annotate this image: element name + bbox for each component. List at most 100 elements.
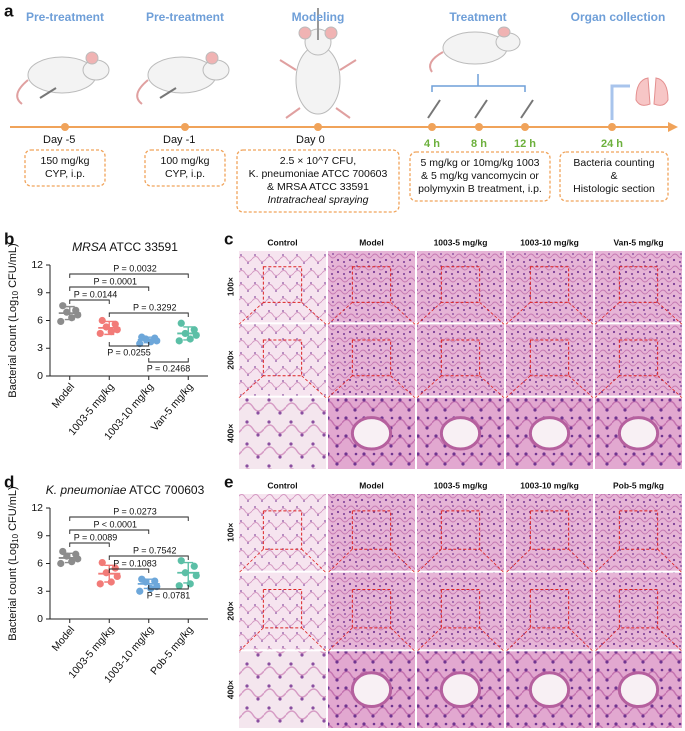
comparison-bracket (69, 286, 150, 291)
airway (617, 671, 660, 709)
timepoint (608, 123, 616, 131)
title-rest: ATCC 700603 (126, 483, 204, 497)
sd-bar (64, 552, 75, 564)
p-value: P = 0.2468 (147, 363, 191, 373)
step-text: 100 mg/kg (160, 155, 209, 167)
data-point (96, 329, 104, 338)
step-text: 150 mg/kg (40, 155, 89, 167)
micrograph (417, 251, 504, 323)
step-text: CYP, i.p. (165, 168, 205, 180)
micrograph (239, 324, 326, 396)
zoom-box (351, 510, 392, 550)
zoom-box (618, 266, 659, 303)
y-tick-label: 0 (37, 613, 43, 625)
comparison-bracket (108, 555, 189, 560)
micrograph (239, 397, 326, 469)
timepoint-label: Day -1 (163, 134, 195, 146)
comparison-bracket (69, 542, 110, 547)
p-value: P = 0.1083 (113, 558, 157, 568)
column-header: Van-5 mg/kg (613, 237, 663, 247)
data-point (59, 302, 67, 310)
column-header: 1003-5 mg/kg (434, 480, 488, 490)
y-axis-label: Bacterial count (Log10 CFU/mL) (7, 243, 20, 397)
row-label: 200× (225, 350, 235, 369)
stage-label: Treatment (449, 10, 506, 24)
timeline-arrow (668, 122, 678, 132)
data-point (98, 558, 106, 567)
y-label-sub: 10 (11, 533, 20, 542)
micrograph (417, 572, 504, 650)
y-label-main: Bacterial count (Log (7, 300, 19, 398)
zoom-box (440, 266, 481, 303)
p-value: P = 0.0781 (147, 590, 191, 600)
data-point (177, 319, 185, 327)
step-text: & (610, 170, 617, 182)
comparison-bracket (108, 342, 150, 347)
timepoint (61, 123, 69, 131)
zoom-box (618, 589, 659, 629)
zoom-box (618, 510, 659, 550)
y-label-tail: CFU/mL) (7, 486, 19, 534)
comparison-bracket (69, 299, 110, 304)
panel-label: e (224, 472, 233, 491)
micrograph (595, 251, 682, 323)
p-value: P = 0.0273 (113, 506, 157, 516)
timepoint (428, 123, 436, 131)
step-text: Intratracheal spraying (268, 194, 369, 206)
data-point (57, 317, 65, 326)
step-text: & 5 mg/kg vancomycin or (421, 170, 539, 182)
title-italic: MRSA (72, 240, 107, 254)
data-point (153, 337, 161, 345)
zoom-guide (505, 627, 594, 652)
comparison-bracket (69, 516, 189, 521)
data-point (57, 559, 65, 568)
airway (350, 416, 393, 451)
zoom-box (440, 339, 481, 377)
micrograph (506, 251, 593, 323)
data-point (98, 316, 106, 325)
y-tick-label: 0 (37, 370, 43, 382)
column-header: Pob-5 mg/kg (613, 480, 664, 490)
panel-label: a (4, 1, 14, 20)
timepoint (181, 123, 189, 131)
zoom-guide (594, 375, 683, 398)
step-text: 5 mg/kg or 10mg/kg 1003 (420, 157, 539, 169)
y-tick-label: 3 (37, 342, 43, 354)
p-value: P = 0.0001 (93, 276, 137, 286)
airway (617, 416, 660, 451)
comparison-bracket (69, 273, 189, 278)
data-point (175, 582, 183, 590)
zoom-guide (327, 548, 416, 573)
title-italic: K. pneumoniae (46, 483, 127, 497)
micrograph (239, 494, 326, 571)
step-box (409, 151, 551, 202)
y-tick-label: 6 (37, 557, 43, 569)
p-value: P = 0.0144 (74, 289, 118, 299)
data-point (190, 326, 198, 334)
step-text: K. pneumoniae ATCC 700603 (249, 168, 388, 180)
step-text: Histologic section (573, 183, 655, 195)
zoom-box (262, 339, 303, 377)
data-point (177, 557, 185, 565)
data-point (136, 587, 144, 595)
airway (528, 671, 571, 709)
zoom-guide (416, 302, 505, 325)
zoom-guide (505, 375, 594, 398)
y-tick-label: 6 (37, 314, 43, 326)
stage-label: Organ collection (571, 10, 666, 24)
y-tick-label: 9 (37, 287, 43, 299)
p-value: P = 0.3292 (133, 302, 177, 312)
zoom-guide (416, 375, 505, 398)
column-header: Model (359, 480, 384, 490)
y-tick-label: 3 (37, 585, 43, 597)
step-text: Bacteria counting (573, 157, 654, 169)
micrograph (239, 572, 326, 650)
zoom-guide (327, 302, 416, 325)
column-header: 1003-5 mg/kg (434, 237, 488, 247)
data-point (192, 571, 200, 580)
micrograph (506, 324, 593, 396)
syringe-icons (39, 87, 534, 119)
zoom-box (351, 266, 392, 303)
zoom-box (351, 589, 392, 629)
row-label: 400× (225, 424, 235, 443)
